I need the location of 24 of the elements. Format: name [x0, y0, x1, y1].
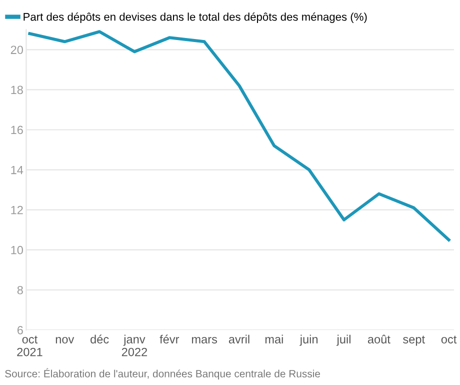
y-tick-label: 14: [11, 166, 24, 174]
source-note: Source: Élaboration de l'auteur, données Banque centrale de Russie: [5, 368, 320, 380]
x-tick-label: janv 2022: [122, 334, 148, 356]
x-tick-label: déc: [90, 334, 109, 344]
y-tick-label: 20: [10, 46, 23, 54]
x-tick-label: oct: [441, 336, 457, 344]
x-tick-label: sept: [403, 336, 425, 346]
x-tick-label: avril: [228, 334, 250, 344]
y-tick-label: 8: [17, 286, 23, 294]
y-tick-label: 10: [11, 246, 23, 254]
line-series: [28, 30, 450, 242]
y-tick-label: 18: [11, 86, 23, 94]
x-tick-label: nov: [56, 337, 74, 344]
x-tick-label: juin: [300, 334, 318, 346]
y-tick-label: 12: [11, 206, 23, 214]
y-tick-label: 6: [17, 326, 23, 334]
x-tick-label: mars: [192, 337, 218, 344]
x-tick-label: mai: [265, 334, 283, 344]
x-tick-label: août: [368, 334, 390, 344]
legend-label: Part des dépôts en devises dans le total des dépôts des ménages (%): [24, 12, 367, 23]
y-tick-label: 16: [11, 126, 23, 134]
x-tick-label: oct 2021: [17, 336, 42, 356]
x-tick-label: févr: [160, 334, 180, 344]
x-tick-label: juil: [336, 334, 350, 346]
